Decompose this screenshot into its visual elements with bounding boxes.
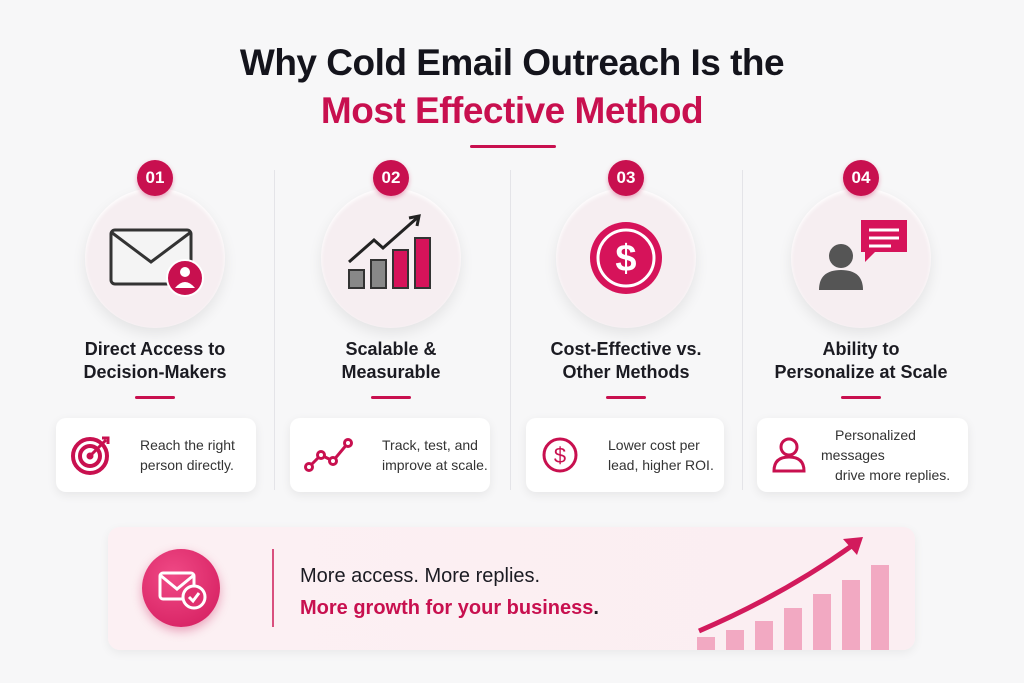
benefit-title: Cost-Effective vs. Other Methods — [550, 339, 702, 382]
benefit-card-1: Reach the right person directly. — [56, 418, 256, 492]
title-accent-line — [135, 396, 175, 399]
envelope-check-icon — [142, 549, 220, 627]
banner-divider — [272, 549, 274, 627]
target-icon — [71, 436, 110, 475]
envelope-person-icon — [85, 188, 225, 328]
benefit-card-4: Personalized messages drive more replies. — [757, 418, 968, 492]
benefit-card-3: $ Lower cost per lead, higher ROI. — [526, 418, 724, 492]
title-accent-line — [841, 396, 881, 399]
benefit-description: Track, test, and improve at scale. — [382, 437, 488, 473]
person-chat-icon — [791, 188, 931, 328]
dollar-circle-icon: $ — [542, 437, 578, 473]
dollar-coin-icon: $ — [556, 188, 696, 328]
title-accent-line — [371, 396, 411, 399]
svg-text:$: $ — [615, 238, 636, 280]
step-badge: 01 — [137, 160, 173, 196]
benefit-description: Reach the right person directly. — [140, 437, 235, 473]
benefit-title: Scalable & Measurable — [341, 339, 441, 382]
benefit-card-2: Track, test, and improve at scale. — [290, 418, 490, 492]
title-line-2: Most Effective Method — [320, 90, 704, 131]
rising-bars-arrow-icon — [697, 537, 889, 650]
summary-banner: More access. More replies. More growth f… — [108, 527, 915, 650]
title-accent-line — [606, 396, 646, 399]
title-line-1: Why Cold Email Outreach Is the — [239, 42, 785, 83]
column-divider — [510, 170, 511, 490]
title-underline — [470, 145, 556, 148]
column-divider — [274, 170, 275, 490]
benefit-description: Lower cost per lead, higher ROI. — [608, 437, 714, 473]
banner-line-1: More access. More replies. — [300, 565, 541, 587]
benefit-description: Personalized messages drive more replies. — [821, 427, 951, 483]
benefit-title: Ability to Personalize at Scale — [774, 339, 948, 382]
step-badge: 04 — [843, 160, 879, 196]
line-chart-icon — [304, 438, 353, 472]
step-badge: 02 — [373, 160, 409, 196]
user-icon — [772, 437, 806, 473]
step-badge: 03 — [608, 160, 644, 196]
svg-text:$: $ — [554, 443, 566, 468]
benefit-title: Direct Access to Decision-Makers — [83, 339, 227, 382]
banner-line-2: More growth for your business. — [300, 597, 599, 619]
column-divider — [742, 170, 743, 490]
growth-bar-chart-icon — [321, 188, 461, 328]
